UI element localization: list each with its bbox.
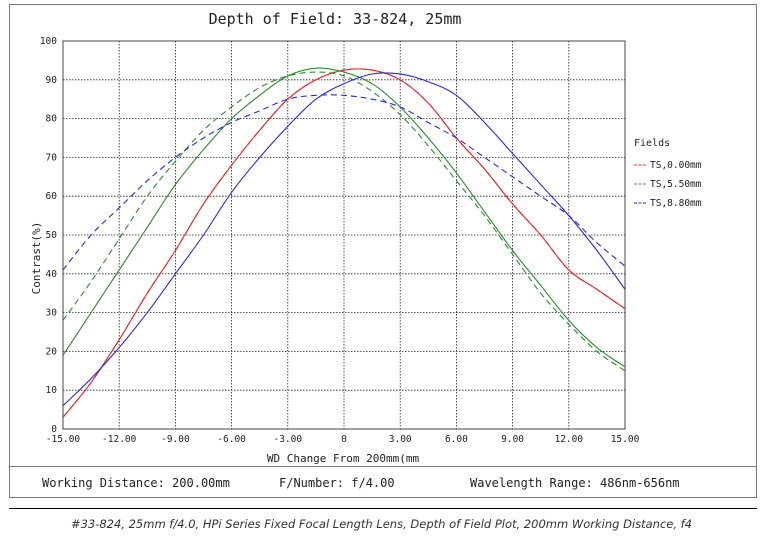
wavelength-range-text: Wavelength Range: 486nm-656nm bbox=[470, 476, 680, 490]
series-line-dashed bbox=[62, 71, 626, 372]
y-axis-label: Contrast(%) bbox=[30, 222, 43, 295]
x-tick-label: 9.00 bbox=[501, 434, 524, 445]
y-tick-label: 70 bbox=[46, 152, 58, 163]
series-line-dashed bbox=[62, 94, 626, 271]
working-distance-text: Working Distance: 200.00mm bbox=[42, 476, 230, 490]
x-tick-label: -12.00 bbox=[102, 434, 137, 445]
y-tick-label: 30 bbox=[46, 308, 58, 319]
x-tick-label: -9.00 bbox=[161, 434, 190, 445]
plot-area bbox=[62, 40, 626, 430]
x-tick-label: -6.00 bbox=[217, 434, 246, 445]
chart-title: Depth of Field: 33-824, 25mm bbox=[209, 10, 462, 28]
x-axis-label: WD Change From 200mm(mm bbox=[267, 452, 420, 465]
legend-label: TS,8.80mm bbox=[650, 198, 702, 209]
f-number-text: F/Number: f/4.00 bbox=[279, 476, 395, 490]
y-tick-label: 80 bbox=[46, 114, 58, 125]
series-line-dashed bbox=[62, 68, 626, 418]
y-tick-label: 20 bbox=[46, 346, 58, 357]
x-tick-label: -15.00 bbox=[46, 434, 81, 445]
x-tick-label: 12.00 bbox=[554, 434, 583, 445]
series-lines bbox=[62, 67, 626, 418]
x-tick-label: 15.00 bbox=[611, 434, 640, 445]
lens-info-bar: Working Distance: 200.00mm F/Number: f/4… bbox=[9, 466, 757, 498]
figure-caption: #33-824, 25mm f/4.0, HPi Series Fixed Fo… bbox=[70, 517, 693, 531]
legend-label: TS,5.50mm bbox=[650, 179, 702, 190]
series-line-solid bbox=[62, 72, 626, 407]
x-tick-label: 6.00 bbox=[445, 434, 468, 445]
x-tick-label: -3.00 bbox=[273, 434, 302, 445]
legend: Fields TS,0.00mm TS,5.50mm TS,8.80mm bbox=[634, 138, 702, 209]
tick-labels: -15.00 -12.00 -9.00 -6.00 -3.00 0 3.00 6.00 9.00… bbox=[40, 36, 640, 445]
y-tick-label: 40 bbox=[46, 269, 58, 280]
chart-frame bbox=[9, 4, 757, 498]
y-tick-label: 0 bbox=[51, 424, 57, 435]
x-tick-label: 3.00 bbox=[389, 434, 412, 445]
legend-title: Fields bbox=[634, 138, 670, 149]
y-tick-label: 60 bbox=[46, 191, 58, 202]
y-tick-label: 10 bbox=[46, 385, 58, 396]
y-tick-label: 90 bbox=[46, 75, 58, 86]
x-tick-label: 0 bbox=[341, 434, 347, 445]
caption-divider bbox=[9, 508, 757, 509]
y-tick-label: 50 bbox=[46, 230, 58, 241]
legend-label: TS,0.00mm bbox=[650, 160, 702, 171]
y-tick-label: 100 bbox=[40, 36, 57, 47]
grid bbox=[63, 41, 625, 429]
series-line-solid bbox=[62, 67, 626, 368]
